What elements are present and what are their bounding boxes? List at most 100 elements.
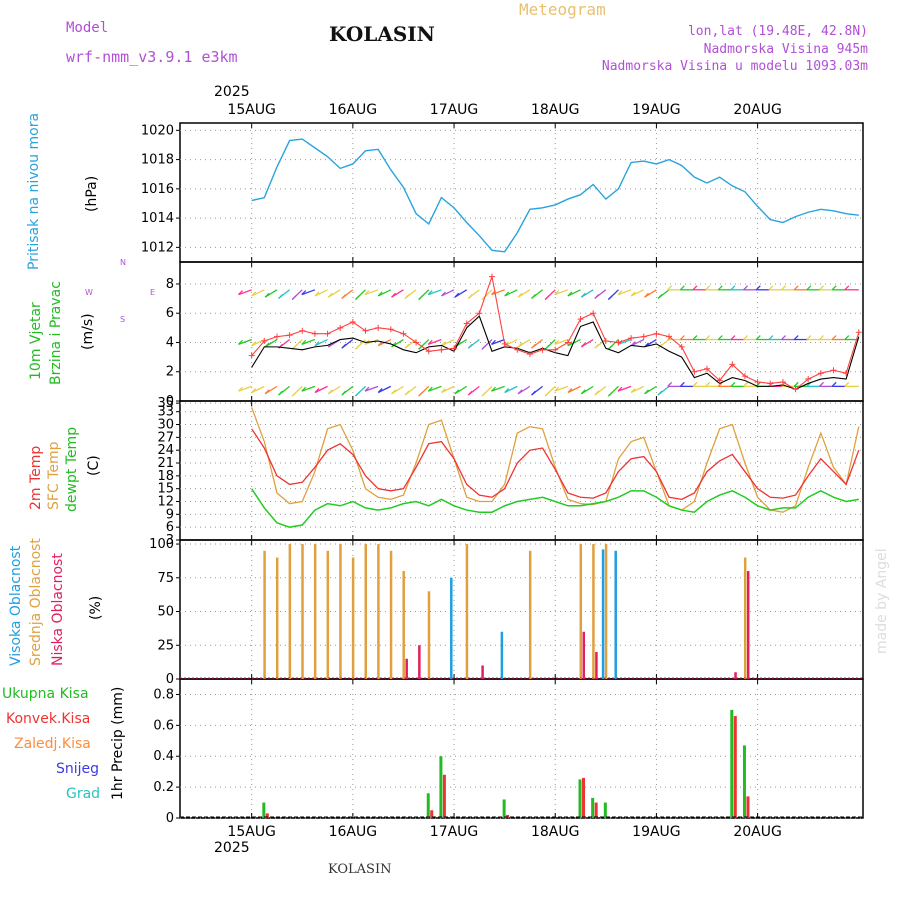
cloud-mid-bar xyxy=(351,557,355,679)
wind-barb xyxy=(793,381,799,387)
wind-barb xyxy=(491,338,505,345)
wind-barb xyxy=(768,285,774,291)
wind-ytick-label: 0 xyxy=(166,394,174,409)
precip-conv-bar xyxy=(265,813,269,818)
wind-barb xyxy=(580,342,586,348)
wind-barb xyxy=(667,285,673,291)
model-name: wrf-nmm_v3.9.1 e3km xyxy=(66,48,238,66)
precip-total-bar xyxy=(742,745,746,818)
day-label-top: 19AUG xyxy=(632,102,681,118)
wind-barb xyxy=(617,386,623,392)
wind-barb xyxy=(427,290,433,296)
cloud-mid-bar xyxy=(427,591,431,679)
wind-barb xyxy=(567,388,573,393)
wind-barb xyxy=(454,389,460,395)
clouds-frame xyxy=(179,539,864,680)
cloud-low-bar xyxy=(582,631,586,679)
wind-barb xyxy=(404,293,410,299)
cloud-mid-bar xyxy=(313,544,317,679)
cloud-low-bar xyxy=(734,672,737,679)
precip-total-bar xyxy=(591,797,595,818)
wind-barb xyxy=(441,341,446,347)
year-bottom: 2025 xyxy=(214,840,250,856)
sfc-temp-line xyxy=(251,407,860,513)
pressure-line xyxy=(251,138,859,253)
wind-barb xyxy=(327,292,333,298)
wind-barb xyxy=(377,291,383,297)
temperature-ytick-label: 12 xyxy=(157,495,174,510)
wind-barb xyxy=(544,295,550,300)
wind-barb xyxy=(554,338,569,345)
wind-barb xyxy=(644,292,650,298)
wind-barb xyxy=(617,290,623,296)
wind-ytick-label: 6 xyxy=(166,306,174,321)
wind-barb xyxy=(692,285,698,291)
wind-barb xyxy=(428,385,442,392)
wind-barb xyxy=(364,386,370,392)
wind-barb xyxy=(730,285,736,291)
wind-barb xyxy=(377,388,383,393)
wind-barb xyxy=(607,344,613,350)
wind-barb xyxy=(831,335,837,341)
wind-barb xyxy=(418,295,424,300)
cloud-mid-bar xyxy=(263,550,266,679)
wind-barb xyxy=(667,381,673,387)
wind-gust-marker xyxy=(526,351,533,358)
precip-total-bar xyxy=(603,802,607,818)
wind-barb xyxy=(314,291,320,297)
dir-s: S xyxy=(120,315,126,324)
wind-barb xyxy=(418,391,424,397)
cloud-low-bar xyxy=(405,658,408,679)
wind-barb xyxy=(630,338,645,347)
wind-barb xyxy=(517,292,523,298)
wind-gust-marker xyxy=(704,365,711,372)
station-title: KOLASIN xyxy=(329,22,435,46)
day-label-bottom: 20AUG xyxy=(733,824,782,840)
wind-barb xyxy=(238,386,243,392)
wind-barb xyxy=(630,291,636,297)
precip-conv-bar xyxy=(594,802,598,818)
wind-barb xyxy=(314,289,328,297)
wind-barb xyxy=(504,388,510,393)
wind-barb xyxy=(594,293,600,299)
wind-barb xyxy=(755,285,761,291)
wind-gust-marker xyxy=(337,324,344,331)
wind-gust-marker xyxy=(387,326,394,333)
dir-n: N xyxy=(120,258,126,267)
wind-gust-marker xyxy=(640,333,647,340)
clouds-ytick-label: 75 xyxy=(157,571,174,586)
pressure-ytick-label: 1012 xyxy=(141,240,174,255)
precip-conv-bar xyxy=(733,716,737,818)
cloud-mid-bar xyxy=(465,544,469,679)
wind-barb xyxy=(481,391,487,397)
wind-gust-marker xyxy=(779,378,786,385)
wind-barb xyxy=(692,381,698,387)
day-label-bottom: 16AUG xyxy=(329,824,378,840)
cloud-mid-bar xyxy=(301,544,304,679)
cloud-mid-bar xyxy=(528,550,532,679)
wind-barb xyxy=(314,338,328,347)
precip-ytick-label: 0.6 xyxy=(153,718,174,733)
wind-gust-marker xyxy=(488,273,495,280)
wind-barb xyxy=(617,385,632,392)
wind-barb xyxy=(554,386,560,392)
wind-gust-marker xyxy=(476,310,483,317)
day-label-top: 18AUG xyxy=(531,102,580,118)
wind-gust-marker xyxy=(577,316,584,323)
wind-barb xyxy=(491,339,496,345)
wind-barb xyxy=(301,386,307,392)
wind-gust-marker xyxy=(678,343,685,350)
wind-barb xyxy=(679,335,685,341)
wind-barb xyxy=(607,295,613,300)
wind-barb xyxy=(441,388,446,393)
temperature-ytick-label: 33 xyxy=(157,405,174,420)
wind-gust-marker xyxy=(463,320,470,327)
wind-gust-marker xyxy=(324,330,331,337)
day-label-bottom: 15AUG xyxy=(227,824,276,840)
wind-barb xyxy=(743,335,749,341)
wind-barb xyxy=(504,291,510,297)
temperature-ytick-label: 35 xyxy=(157,396,174,411)
wind-gust-marker xyxy=(273,333,280,340)
legend-snijeg: Snijeg xyxy=(56,761,100,777)
